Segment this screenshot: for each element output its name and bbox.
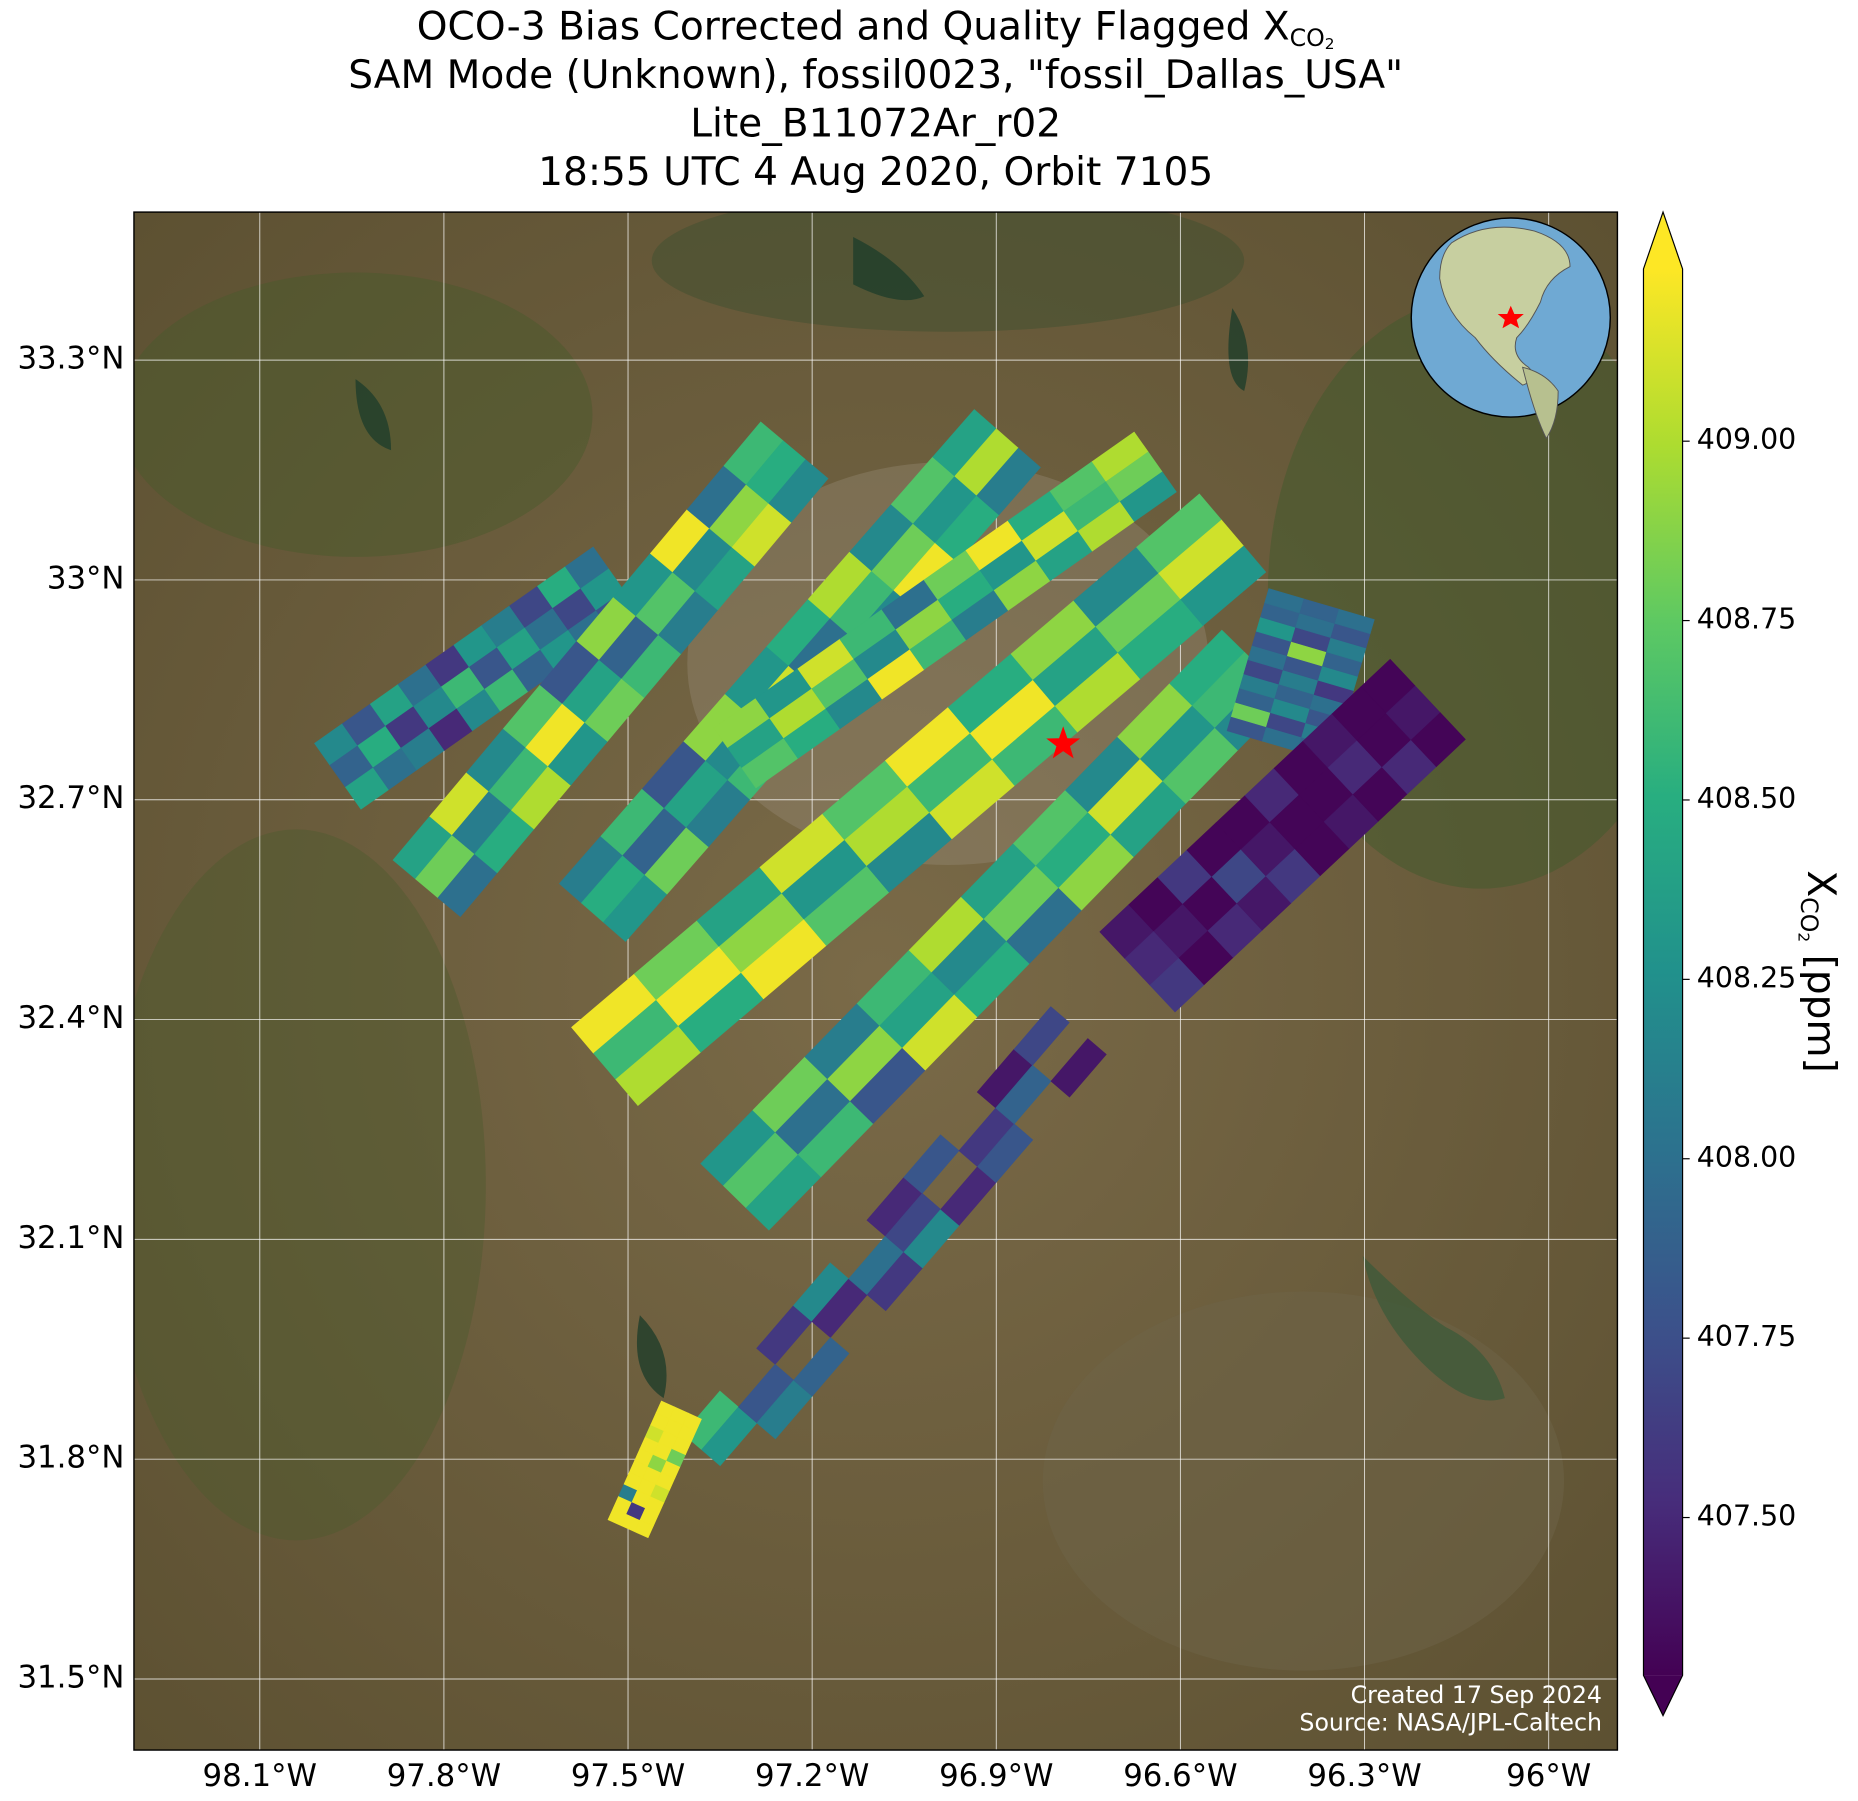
colorbar [1643,268,1683,1676]
title-text: SAM Mode (Unknown), fossil0023, "fossil_… [348,53,1403,98]
y-tick-label: 32.4°N [17,1000,124,1036]
target-star [1046,726,1081,759]
x-tick-label: 96.3°W [1307,1758,1421,1794]
y-tick-label: 33°N [47,560,125,596]
sounding [1410,712,1466,768]
globe-inset [1410,217,1612,440]
sounding [976,447,1041,516]
label-text: [ppm] [1798,942,1843,1073]
x-tick-label: 96°W [1506,1758,1591,1794]
colorbar-tick-label: 408.50 [1697,782,1796,815]
basemap [133,212,1618,1751]
title-text: 18:55 UTC 4 Aug 2020, Orbit 7105 [538,150,1213,195]
sounding [1180,545,1267,626]
y-tick-label: 32.7°N [17,780,124,816]
colorbar-tick-label: 407.75 [1697,1320,1796,1353]
chart-title: Lite_B11072Ar_r02 [690,101,1061,146]
sounding [1050,1038,1107,1098]
title-subscript: 2 [1325,34,1335,52]
y-tick-label: 31.5°N [17,1659,124,1695]
x-tick-label: 98.1°W [203,1758,317,1794]
sounding [1013,1006,1070,1066]
colorbar-extend-max [1643,212,1683,269]
colorbar-label: XCO2 [ppm] [1795,870,1843,1072]
chart-title: SAM Mode (Unknown), fossil0023, "fossil_… [348,53,1403,98]
title-subscript: CO [1290,24,1325,52]
sounding [682,1412,702,1432]
sounding [768,459,829,523]
label-subscript: CO [1796,897,1824,932]
colorbar-tick-label: 409.00 [1697,423,1796,456]
colorbar-tick-label: 407.50 [1697,1500,1796,1533]
y-tick-label: 32.1°N [17,1220,124,1256]
colorbar-tick-label: 408.75 [1697,603,1796,636]
x-tick-label: 97.8°W [387,1758,501,1794]
credit-text: Source: NASA/JPL-Caltech [1299,1708,1602,1736]
colorbar-tick-label: 408.00 [1697,1141,1796,1174]
colorbar-frame [1642,210,1684,1718]
sounding [977,1123,1034,1183]
chart-title: 18:55 UTC 4 Aug 2020, Orbit 7105 [538,150,1213,195]
sounding [1334,608,1375,635]
map-frame [133,211,1619,1751]
x-tick-label: 96.6°W [1123,1758,1237,1794]
sounding [1119,471,1177,522]
title-text: Lite_B11072Ar_r02 [690,101,1061,146]
x-tick-label: 97.5°W [571,1758,685,1794]
credit-text: Created 17 Sep 2024 [1351,1681,1602,1709]
chart-title: OCO-3 Bias Corrected and Quality Flagged… [417,4,1335,52]
title-text: OCO-3 Bias Corrected and Quality Flagged… [417,4,1290,49]
sounding [793,1337,850,1397]
y-tick-label: 31.8°N [17,1440,124,1476]
label-subscript: 2 [1795,932,1813,942]
colorbar-extend-min [1643,1675,1683,1716]
y-tick-label: 33.3°N [17,341,124,377]
colorbar-tick-label: 408.25 [1697,961,1796,994]
x-tick-label: 97.2°W [755,1758,869,1794]
label-text: X [1798,870,1843,897]
x-tick-label: 96.9°W [939,1758,1053,1794]
